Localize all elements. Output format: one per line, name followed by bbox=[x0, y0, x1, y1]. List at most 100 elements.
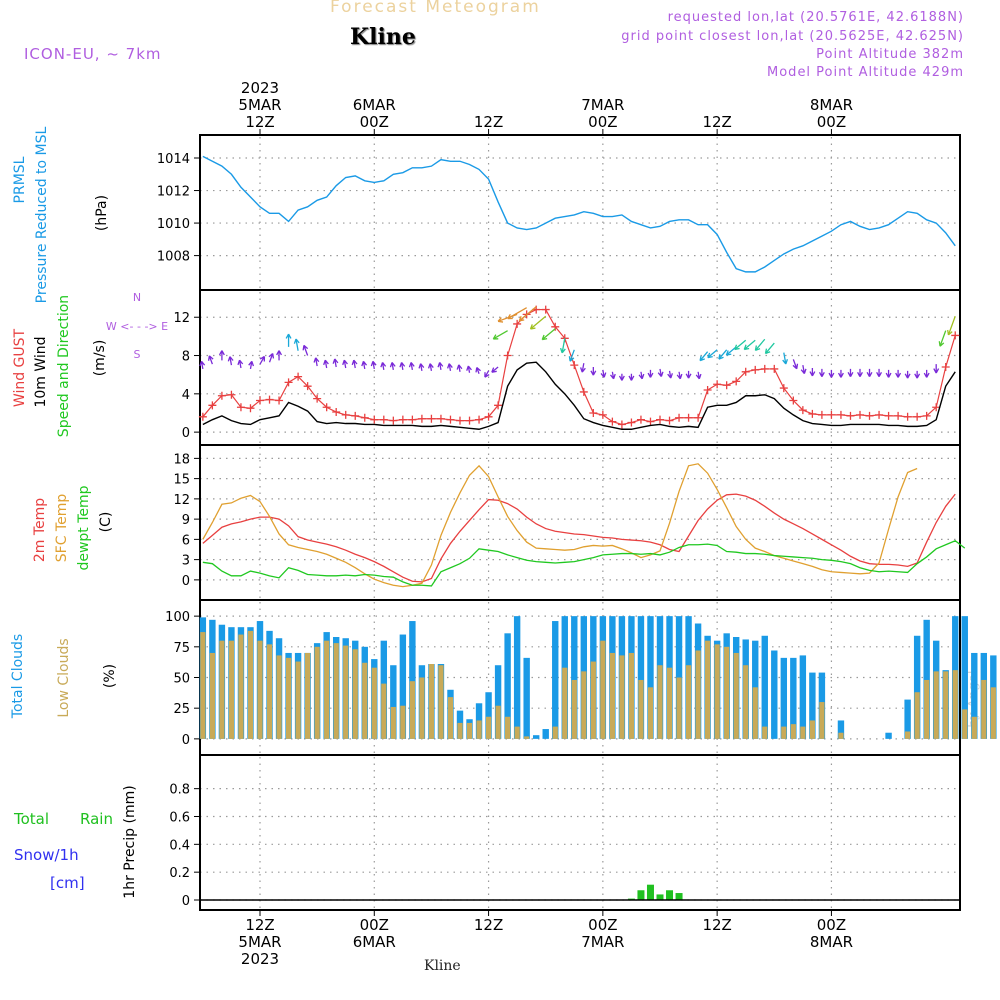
gust-marker bbox=[303, 382, 312, 391]
total-cloud-bar bbox=[961, 616, 968, 739]
low-cloud-bar bbox=[990, 687, 996, 739]
low-cloud-bar bbox=[905, 731, 911, 739]
wind-direction-arrow bbox=[866, 368, 873, 378]
gust-marker bbox=[779, 384, 788, 393]
wind-direction-arrow bbox=[302, 344, 309, 356]
wind-direction-arrow bbox=[351, 359, 358, 369]
wind-direction-arrow bbox=[529, 315, 547, 330]
wind-ylabel-gust: Wind GUST bbox=[12, 328, 28, 407]
top-time-label: 7MAR bbox=[581, 96, 624, 114]
wind-direction-arrow bbox=[895, 369, 902, 378]
gust-marker bbox=[275, 396, 284, 405]
bottom-location-label: Kline bbox=[424, 958, 461, 974]
low-cloud-bar bbox=[724, 646, 730, 739]
gust-marker bbox=[675, 413, 684, 422]
low-cloud-bar bbox=[762, 726, 768, 739]
gust-marker bbox=[770, 364, 779, 373]
low-cloud-bar bbox=[362, 662, 368, 739]
wind-line bbox=[202, 361, 956, 430]
low-cloud-bar bbox=[571, 679, 577, 739]
dewpt-line bbox=[202, 539, 966, 587]
low-cloud-bar bbox=[324, 640, 330, 739]
low-cloud-bar bbox=[914, 692, 920, 739]
gust-marker bbox=[246, 404, 255, 413]
low-cloud-bar bbox=[743, 665, 749, 739]
gust-marker bbox=[236, 403, 245, 412]
low-cloud-bar bbox=[266, 644, 273, 739]
gust-marker bbox=[656, 415, 664, 424]
wind-direction-arrow bbox=[609, 371, 616, 380]
wind-direction-arrow bbox=[828, 369, 835, 378]
location-title: Kline bbox=[350, 24, 416, 50]
compass-north: N bbox=[133, 291, 141, 304]
total-cloud-bar bbox=[399, 634, 407, 739]
precip-ytick-label: 0.4 bbox=[169, 838, 190, 853]
gust-marker bbox=[332, 408, 341, 417]
wind-direction-arrow bbox=[227, 356, 234, 366]
gust-marker bbox=[256, 396, 264, 405]
wind-direction-arrow bbox=[638, 371, 645, 380]
total-cloud-bar bbox=[504, 633, 511, 739]
bottom-time-label: 00Z bbox=[817, 916, 846, 934]
low-cloud-bar bbox=[647, 687, 654, 739]
wind-direction-arrow bbox=[456, 364, 463, 372]
wind-direction-arrow bbox=[764, 342, 775, 355]
model-label: ICON-EU, ~ 7km bbox=[24, 45, 162, 63]
total-cloud-bar bbox=[885, 732, 892, 739]
gust-marker bbox=[379, 415, 388, 424]
total-cloud-bar bbox=[513, 616, 521, 739]
wind-direction-arrow bbox=[475, 366, 481, 374]
low-cloud-bar bbox=[200, 632, 206, 739]
gust-marker bbox=[636, 415, 645, 424]
wind-direction-arrow bbox=[466, 365, 472, 373]
clouds-ytick-label: 0 bbox=[182, 733, 190, 748]
requested-coords: requested lon,lat (20.5761E, 42.6188N) bbox=[667, 10, 964, 25]
gust-marker bbox=[284, 378, 293, 387]
wind-direction-arrow bbox=[332, 358, 339, 368]
model-point-altitude: Model Point Altitude 429m bbox=[767, 65, 964, 80]
precip-label-total: Total bbox=[13, 810, 49, 828]
precip-label-rain: Rain bbox=[80, 810, 113, 828]
wind-ytick-label: 12 bbox=[173, 311, 190, 326]
wind-ytick-label: 4 bbox=[182, 388, 190, 403]
clouds-ytick-label: 25 bbox=[173, 702, 190, 717]
low-cloud-bar bbox=[676, 677, 682, 739]
meteogram-title: Forecast Meteogram bbox=[330, 0, 541, 17]
gust-marker bbox=[836, 410, 845, 419]
low-cloud-bar bbox=[495, 705, 501, 739]
low-cloud-bar bbox=[733, 652, 739, 739]
gust-marker bbox=[627, 418, 636, 427]
gust-marker bbox=[417, 414, 426, 423]
wind-direction-arrow bbox=[437, 362, 444, 371]
gust-marker bbox=[884, 411, 893, 420]
gust-marker bbox=[894, 411, 903, 420]
precip-ytick-label: 0 bbox=[182, 894, 190, 909]
low-cloud-bar bbox=[371, 667, 377, 739]
low-cloud-bar bbox=[838, 732, 844, 739]
gust-marker bbox=[865, 411, 874, 420]
precip-frame bbox=[199, 754, 961, 911]
wind-direction-arrow bbox=[923, 369, 930, 378]
low-cloud-bar bbox=[247, 630, 254, 739]
total-cloud-bar bbox=[647, 616, 654, 739]
low-cloud-bar bbox=[600, 640, 606, 739]
precip-ytick-label: 0.8 bbox=[169, 783, 190, 798]
wind-direction-arrow bbox=[699, 351, 709, 362]
gust-marker bbox=[665, 416, 674, 425]
total-cloud-bar bbox=[809, 672, 816, 739]
top-time-label: 2023 bbox=[241, 79, 279, 97]
gust-marker bbox=[341, 410, 350, 419]
gust-marker bbox=[789, 396, 798, 405]
wind-direction-arrow bbox=[491, 366, 499, 373]
pressure-ytick-label: 1012 bbox=[157, 185, 190, 200]
gust-marker bbox=[208, 401, 217, 410]
low-cloud-bar bbox=[524, 736, 530, 739]
low-cloud-bar bbox=[295, 661, 301, 739]
gust-marker bbox=[198, 412, 207, 421]
low-cloud-bar bbox=[685, 665, 692, 739]
low-cloud-bar bbox=[305, 652, 311, 739]
gust-marker bbox=[608, 417, 617, 426]
low-cloud-bar bbox=[276, 655, 282, 739]
gust-marker bbox=[617, 420, 626, 429]
low-cloud-bar bbox=[228, 640, 235, 739]
